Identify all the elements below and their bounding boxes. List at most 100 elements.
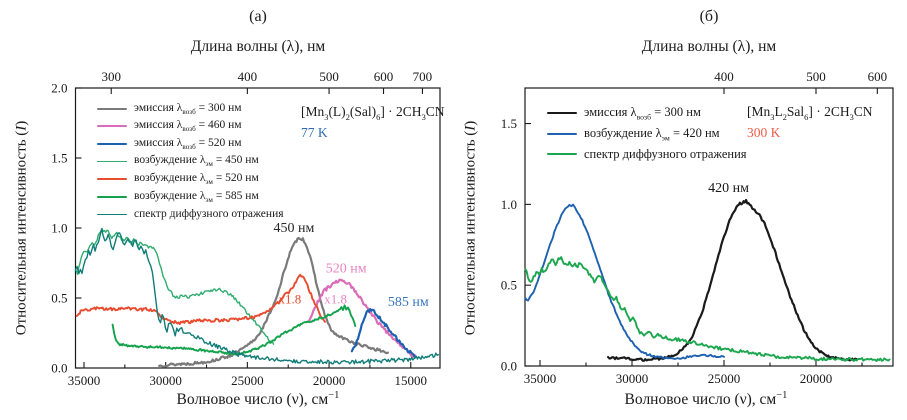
text-segment: Относительная интенсивность ( <box>462 130 479 336</box>
text-segment: [Mn <box>747 104 771 119</box>
legend-label: возбуждение λэм = 450 нм <box>134 154 259 168</box>
panel-a-x-axis-title: Волновое число (ν), см−1 <box>177 390 340 409</box>
text-segment: Длина волны (λ), нм <box>641 38 777 55</box>
text-segment: возб <box>182 125 196 134</box>
text-segment: = 420 нм <box>669 125 720 140</box>
x-axis-tick-label: 20000 <box>313 373 346 388</box>
x-axis-tick-label: 25000 <box>708 371 741 386</box>
text-segment: = 450 нм <box>212 154 259 167</box>
legend-line-swatch <box>97 178 127 181</box>
annotation-585-нм: 585 нм <box>388 295 429 310</box>
wavelength-axis-tick-label: 300 <box>101 69 121 84</box>
legend-line-swatch <box>97 125 127 128</box>
text-segment: = 520 нм <box>195 136 242 149</box>
text-segment: спектр диффузного отражения <box>584 146 747 161</box>
legend-line-swatch <box>97 213 127 216</box>
wavelength-axis-tick-label: 600 <box>868 69 888 84</box>
y-axis-tick-label: 0.0 <box>51 361 67 376</box>
text-segment: 3 <box>421 112 426 122</box>
text-segment: ] · 2CH <box>380 104 422 119</box>
text-segment: возб <box>636 112 652 122</box>
text-segment: L <box>774 104 783 119</box>
wavelength-axis-tick-label: 700 <box>413 69 433 84</box>
text-segment: CN <box>853 104 873 119</box>
y-axis-tick-label: 0.5 <box>501 278 517 293</box>
y-axis-tick-label: 0.5 <box>51 291 67 306</box>
panel-a-sample-formula: [Mn3(L)2(Sal)6] · 2CH3CN <box>301 102 445 125</box>
legend-line-swatch <box>97 160 127 163</box>
series-b-diffuse-reflectance <box>524 256 891 363</box>
text-segment: CN <box>425 104 445 119</box>
panel-a-y-axis-title: Относительная интенсивность (I) <box>14 121 31 336</box>
x-axis-tick-label: 35000 <box>68 373 101 388</box>
x-axis-tick-label: 35000 <box>524 371 557 386</box>
legend-line-swatch <box>97 142 127 146</box>
text-segment: −1 <box>328 390 340 401</box>
text-segment: = 585 нм <box>212 189 259 202</box>
text-segment: эмиссия λ <box>134 101 183 114</box>
series-b-emission-300 <box>607 198 858 362</box>
series-a-excitation-520 <box>75 273 326 326</box>
legend-item-emission-520: эмиссия λвозб = 520 нм <box>97 135 284 153</box>
annotation-450-нм: 450 нм <box>274 221 315 236</box>
text-segment: 2 <box>345 112 350 122</box>
text-segment: эм <box>205 195 213 204</box>
text-segment: эм <box>205 178 213 187</box>
text-segment: 6 <box>376 112 381 122</box>
text-segment: (Sal) <box>349 104 377 119</box>
text-segment: = 460 нм <box>195 119 242 132</box>
legend-label: возбуждение λэм = 585 нм <box>134 190 259 204</box>
y-axis-tick-label: 1.5 <box>51 151 67 166</box>
legend-item-excitation-420: возбуждение λэм = 420 нм <box>547 124 747 145</box>
legend-item-diffuse-reflectance: спектр диффузного отражения <box>97 206 284 224</box>
wavelength-axis-tick-label: 500 <box>319 69 339 84</box>
series-a-diffuse-reflectance <box>74 228 440 365</box>
legend-line-swatch <box>547 112 577 115</box>
text-segment: Волновое число (ν), см <box>624 390 777 408</box>
text-segment: возбуждение λ <box>134 172 206 185</box>
panel-a-temperature: 77 K <box>301 124 328 140</box>
y-axis-tick-label: 1.0 <box>51 221 67 236</box>
wavelength-axis-tick-label: 400 <box>714 69 734 84</box>
panel-a-tag: (a) <box>249 8 267 25</box>
panel-b-tag: (б) <box>699 8 719 25</box>
y-axis-tick-label: 0.0 <box>501 359 517 374</box>
text-segment: возб <box>182 107 196 116</box>
legend-label: спектр диффузного отражения <box>134 208 284 220</box>
panel-a-sample-block: [Mn3(L)2(Sal)6] · 2CH3CN 77 K <box>301 102 445 141</box>
legend-item-emission-300: эмиссия λвозб = 300 нм <box>547 103 747 124</box>
text-segment: I <box>13 125 30 131</box>
text-segment: эм <box>205 160 213 169</box>
legend-label: возбуждение λэм = 520 нм <box>134 172 259 186</box>
legend-item-excitation-520: возбуждение λэм = 520 нм <box>97 170 284 188</box>
panel-b-temperature: 300 K <box>747 124 781 140</box>
legend-label: эмиссия λвозб = 460 нм <box>134 119 242 133</box>
x-axis-tick-label: 30000 <box>149 373 182 388</box>
text-segment: 3 <box>849 112 854 122</box>
wavelength-axis-tick-label: 600 <box>374 69 394 84</box>
legend-item-excitation-585: возбуждение λэм = 585 нм <box>97 188 284 206</box>
text-segment: Sal <box>786 104 805 119</box>
panel-a-top-axis-title: Длина волны (λ), нм <box>191 38 325 56</box>
wavelength-axis-tick-label: 400 <box>238 69 258 84</box>
x-axis-tick-label: 25000 <box>231 373 264 388</box>
legend-line-swatch <box>547 132 577 135</box>
series-a-excitation-585 <box>111 304 357 356</box>
y-axis-tick-label: 1.5 <box>501 116 517 131</box>
panel-b-sample-block: [Mn3L2Sal6] · 2CH3CN 300 K <box>747 102 873 141</box>
text-segment: ) <box>13 120 30 126</box>
text-segment: = 520 нм <box>212 172 259 185</box>
text-segment: эм <box>661 132 670 142</box>
legend-label: эмиссия λвозб = 520 нм <box>134 137 242 151</box>
text-segment: спектр диффузного отражения <box>134 208 284 221</box>
text-segment: Относительная интенсивность ( <box>13 130 30 336</box>
legend-line-swatch <box>547 153 577 156</box>
annotation-420-нм: 420 нм <box>708 181 749 196</box>
panel-b-sample-formula: [Mn3L2Sal6] · 2CH3CN <box>747 102 873 125</box>
annotation-520-нм: 520 нм <box>326 262 367 277</box>
panel-b-top-axis-title: Длина волны (λ), нм <box>642 38 776 56</box>
text-segment: −1 <box>776 390 788 401</box>
y-axis-tick-label: 1.0 <box>501 197 517 212</box>
